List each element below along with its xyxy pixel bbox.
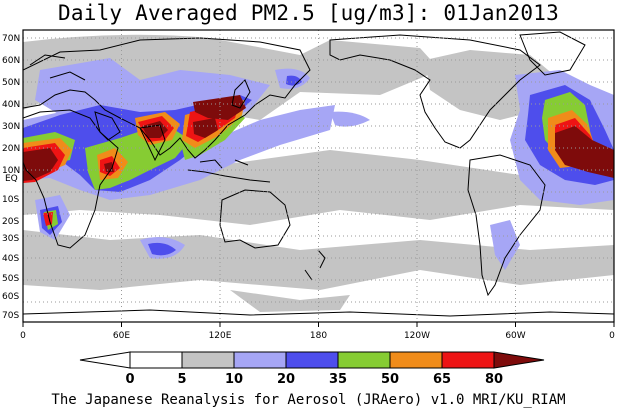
- credit-text: The Japanese Reanalysis for Aerosol (JRA…: [51, 392, 566, 408]
- lat-label: 40S: [2, 254, 19, 264]
- longitude-labels: 0 60E 120E 180 120W 60W 0: [20, 331, 615, 341]
- lon-label: 0: [609, 331, 615, 341]
- coastlines: [23, 31, 614, 317]
- colorbar-label: 5: [177, 372, 186, 387]
- coast-north-america: [329, 34, 541, 149]
- coast-europe-detail: [29, 54, 86, 81]
- colorbar-swatch: [285, 351, 339, 369]
- map-title: Daily Averaged PM2.5 [ug/m3]: 01Jan2013: [58, 1, 559, 25]
- colorbar-labels: 0 5 10 20 35 50 65 80: [125, 372, 503, 387]
- coast-india: [139, 124, 166, 162]
- colorbar-swatch: [129, 351, 183, 369]
- coast-indonesia: [187, 159, 271, 183]
- colorbar-label: 50: [381, 372, 399, 387]
- lat-label: 30S: [2, 234, 19, 244]
- coast-south-america: [467, 154, 546, 297]
- lat-label: 60S: [2, 292, 19, 302]
- lat-label: 50N: [2, 78, 20, 88]
- lat-label: 70S: [2, 311, 19, 321]
- lat-label: 10S: [2, 195, 19, 205]
- lat-label: 10N: [2, 166, 20, 176]
- colorbar-label: 10: [225, 372, 243, 387]
- colorbar-swatch: [441, 351, 495, 369]
- graticule: [23, 30, 614, 322]
- coast-arabia: [94, 111, 121, 141]
- colorbar: [79, 351, 545, 369]
- lon-label: 60W: [505, 331, 525, 341]
- lat-label: 60N: [2, 56, 20, 66]
- colorbar-swatch: [389, 351, 443, 369]
- lat-label: EQ: [5, 174, 18, 184]
- lon-label: 120W: [404, 331, 430, 341]
- colorbar-swatch: [79, 351, 131, 369]
- coast-eurasia: [23, 37, 311, 159]
- lon-label: 180: [310, 331, 327, 341]
- coast-africa: [23, 109, 119, 249]
- lat-label: 70N: [2, 34, 20, 44]
- lat-label: 30N: [2, 122, 20, 132]
- colorbar-swatch: [233, 351, 287, 369]
- pm25-band-80-plus: [23, 95, 614, 181]
- coast-newzealand: [304, 249, 326, 281]
- latitude-labels: 70N 60N 50N 40N 30N 20N 10N EQ 10S 20S 3…: [2, 34, 20, 321]
- colorbar-label: 35: [329, 372, 347, 387]
- colorbar-swatch: [337, 351, 391, 369]
- lat-label: 20N: [2, 144, 20, 154]
- colorbar-swatch: [181, 351, 235, 369]
- lat-label: 40N: [2, 100, 20, 110]
- coast-greenland: [519, 31, 586, 76]
- colorbar-swatch: [493, 351, 545, 369]
- lon-label: 60E: [113, 331, 130, 341]
- coast-antarctica: [23, 309, 614, 317]
- lat-label: 50S: [2, 274, 19, 284]
- colorbar-label: 20: [277, 372, 295, 387]
- lat-label: 20S: [2, 217, 19, 227]
- lon-label: 120E: [209, 331, 232, 341]
- colorbar-label: 65: [433, 372, 451, 387]
- lon-label: 0: [20, 331, 26, 341]
- axis-ticks: [22, 322, 615, 327]
- colorbar-label: 80: [485, 372, 503, 387]
- colorbar-label: 0: [125, 372, 134, 387]
